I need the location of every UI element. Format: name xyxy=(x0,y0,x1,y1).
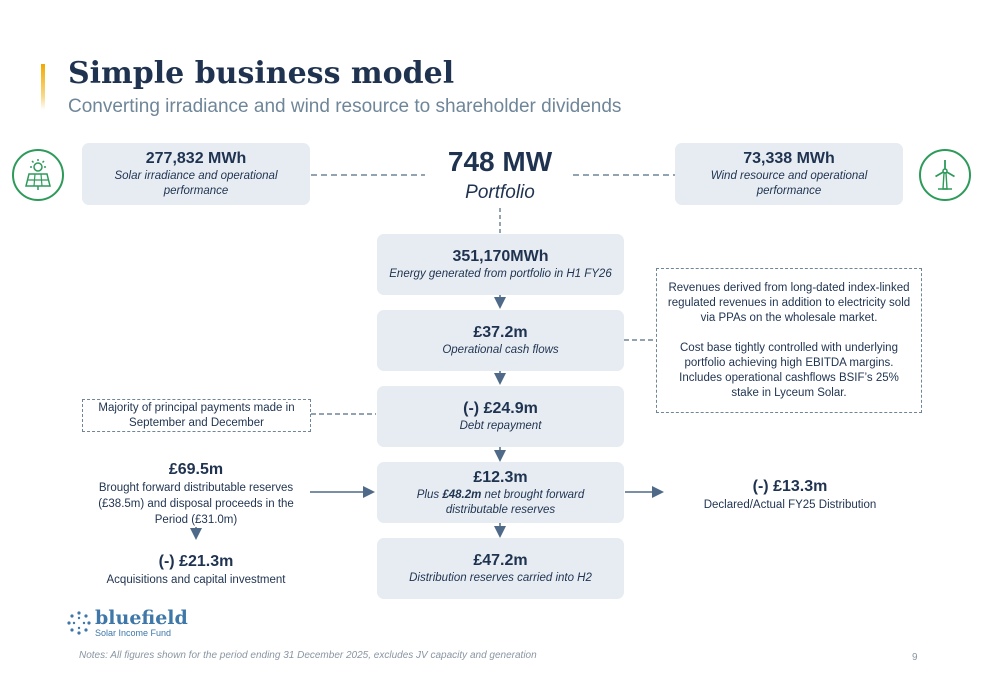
operational-cash-value: £37.2m xyxy=(473,324,528,341)
debt-repayment-box: (-) £24.9m Debt repayment xyxy=(377,386,624,447)
solar-value: 277,832 MWh xyxy=(145,150,247,167)
operational-cash-desc: Operational cash flows xyxy=(442,344,559,356)
brought-forward-desc: Brought forward distributable reserves (… xyxy=(98,482,294,526)
reserves-carried-desc: Distribution reserves carried into H2 xyxy=(409,572,592,584)
solar-desc: Solar irradiance and operational perform… xyxy=(114,170,278,197)
reserves-carried-box: £47.2m Distribution reserves carried int… xyxy=(377,538,624,599)
wind-value: 73,338 MWh xyxy=(743,150,835,167)
portfolio-label: Portfolio xyxy=(465,182,535,203)
wind-turbine-icon xyxy=(919,149,971,201)
wind-desc: Wind resource and operational performanc… xyxy=(710,170,868,197)
energy-generated-value: 351,170MWh xyxy=(452,248,549,265)
debt-repayment-value: (-) £24.9m xyxy=(463,400,538,417)
title-accent-bar xyxy=(41,64,45,110)
operational-cash-box: £37.2m Operational cash flows xyxy=(377,310,624,371)
distribution-value: (-) £13.3m xyxy=(752,478,828,495)
page-title: Simple business model xyxy=(68,56,455,91)
energy-generated-desc: Energy generated from portfolio in H1 FY… xyxy=(389,268,612,280)
brought-forward-value: £69.5m xyxy=(168,461,224,478)
principal-note-text: Majority of principal payments made in S… xyxy=(98,401,295,429)
brought-forward-block: £69.5m Brought forward distributable res… xyxy=(92,460,300,528)
solar-panel-icon xyxy=(12,149,64,201)
revenue-note-para2: Cost base tightly controlled with underl… xyxy=(679,341,899,399)
distribution-block: (-) £13.3m Declared/Actual FY25 Distribu… xyxy=(672,477,908,513)
distribution-desc: Declared/Actual FY25 Distribution xyxy=(703,499,877,511)
bluefield-logo: bluefield Solar Income Fund xyxy=(66,608,188,638)
revenue-note-para1: Revenues derived from long-dated index-l… xyxy=(667,281,911,324)
wind-box: 73,338 MWh Wind resource and operational… xyxy=(675,143,903,205)
energy-generated-box: 351,170MWh Energy generated from portfol… xyxy=(377,234,624,295)
portfolio-capacity: 748 MW xyxy=(447,146,553,177)
page-subtitle: Converting irradiance and wind resource … xyxy=(68,96,622,117)
acquisitions-value: (-) £21.3m xyxy=(158,553,234,570)
net-reserves-box: £12.3m Plus £48.2m net brought forward d… xyxy=(377,462,624,523)
debt-repayment-desc: Debt repayment xyxy=(459,420,542,432)
reserves-carried-value: £47.2m xyxy=(473,552,528,569)
bluefield-logo-icon xyxy=(67,611,91,635)
logo-subtitle: Solar Income Fund xyxy=(95,628,172,638)
net-reserves-value: £12.3m xyxy=(473,468,528,486)
footer-notes: Notes: All figures shown for the period … xyxy=(79,650,537,661)
page-number: 9 xyxy=(912,652,918,663)
net-reserves-desc: Plus £48.2m net brought forward distribu… xyxy=(416,488,585,516)
logo-wordmark: bluefield xyxy=(95,607,188,629)
solar-box: 277,832 MWh Solar irradiance and operati… xyxy=(82,143,310,205)
revenue-note-box: Revenues derived from long-dated index-l… xyxy=(656,268,922,413)
net-brought-forward-amount: £48.2m xyxy=(442,488,482,501)
acquisitions-desc: Acquisitions and capital investment xyxy=(106,574,286,586)
principal-note-box: Majority of principal payments made in S… xyxy=(82,399,311,432)
acquisitions-block: (-) £21.3m Acquisitions and capital inve… xyxy=(82,552,310,588)
